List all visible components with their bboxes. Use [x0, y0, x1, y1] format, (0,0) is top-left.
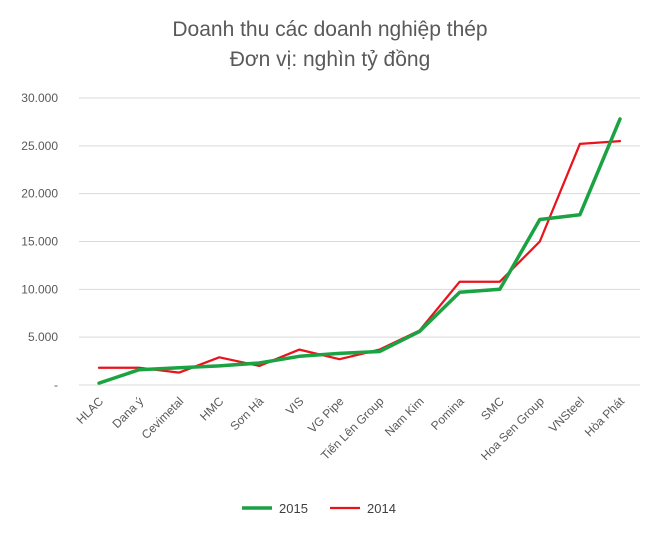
legend: 2015 2014 — [242, 501, 396, 516]
y-tick-label: 30.000 — [21, 91, 58, 105]
y-tick-label: 15.000 — [21, 235, 58, 249]
x-tick-label: VIS — [283, 394, 307, 418]
series-lines — [97, 117, 622, 385]
x-tick-label: Cevimetal — [139, 394, 187, 442]
x-tick-label: Hòa Phát — [582, 394, 628, 440]
x-tick-label: HMC — [197, 394, 226, 423]
y-tick-label: 10.000 — [21, 282, 58, 296]
chart-subtitle: Đơn vị: nghìn tỷ đồng — [230, 48, 431, 71]
chart-title: Doanh thu các doanh nghiệp thép — [172, 18, 487, 41]
y-tick-label: 5.000 — [28, 330, 58, 344]
x-tick-label: HLAC — [74, 394, 107, 427]
x-tick-label: Dana ý — [109, 394, 146, 431]
legend-label: 2014 — [367, 501, 396, 516]
y-tick-label: - — [54, 378, 58, 392]
x-tick-label: VNSteel — [546, 394, 587, 435]
x-tick-label: Pomina — [428, 394, 467, 433]
series-line-2014 — [97, 139, 622, 374]
x-tick-label: SMC — [478, 394, 507, 423]
x-tick-label: Nam Kim — [382, 394, 427, 439]
y-tick-label: 25.000 — [21, 139, 58, 153]
legend-label: 2015 — [279, 501, 308, 516]
y-tick-label: 20.000 — [21, 187, 58, 201]
y-axis-ticks: - 5.000 10.000 15.000 20.000 25.000 30.000 — [21, 91, 58, 392]
series-line-2015 — [97, 117, 622, 385]
x-tick-label: Sơn Hà — [227, 394, 266, 433]
gridlines — [79, 97, 640, 386]
